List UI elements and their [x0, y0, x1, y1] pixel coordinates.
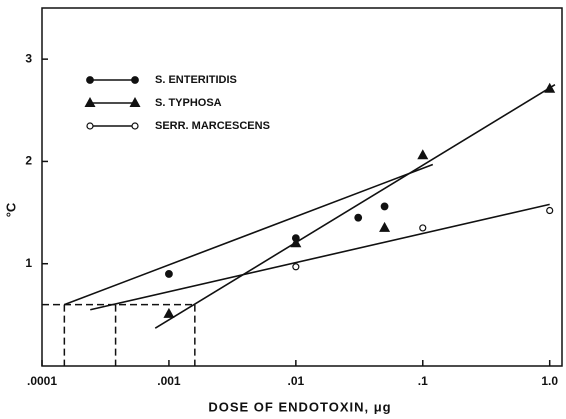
x-tick-label: .01 [288, 374, 305, 388]
data-point [544, 82, 556, 93]
data-point [163, 307, 175, 318]
fit-line [64, 163, 434, 306]
data-point [354, 213, 363, 222]
legend-marker [131, 76, 139, 84]
y-tick-label: 3 [25, 51, 32, 65]
data-point [165, 270, 173, 278]
plot-frame [41, 7, 563, 367]
legend-label: S. ENTERITIDIS [155, 74, 237, 86]
x-tick-label: .001 [157, 374, 181, 388]
data-point [379, 221, 391, 232]
legend-label: S. TYPHOSA [155, 97, 222, 109]
x-axis-label: DOSE OF ENDOTOXIN, μg [208, 399, 391, 414]
data-point [546, 206, 554, 215]
data-point [417, 149, 429, 160]
data-point [292, 263, 300, 271]
fit-line [154, 84, 556, 329]
y-tick-label: 1 [25, 256, 32, 270]
x-tick-label: .0001 [27, 374, 57, 388]
legend-marker [84, 97, 96, 107]
legend-label: SERR. MARCESCENS [155, 120, 270, 132]
y-axis-label: °C [3, 202, 18, 217]
fit-line [90, 203, 550, 311]
data-point [380, 202, 389, 211]
x-tick-label: 1.0 [541, 374, 558, 388]
legend-marker [131, 122, 139, 130]
data-point [290, 237, 302, 248]
x-tick-label: .1 [418, 374, 428, 388]
legend-marker [86, 76, 94, 84]
data-point [419, 224, 427, 232]
y-tick-label: 2 [25, 154, 32, 168]
legend-marker [129, 97, 141, 107]
legend-marker [86, 122, 94, 130]
